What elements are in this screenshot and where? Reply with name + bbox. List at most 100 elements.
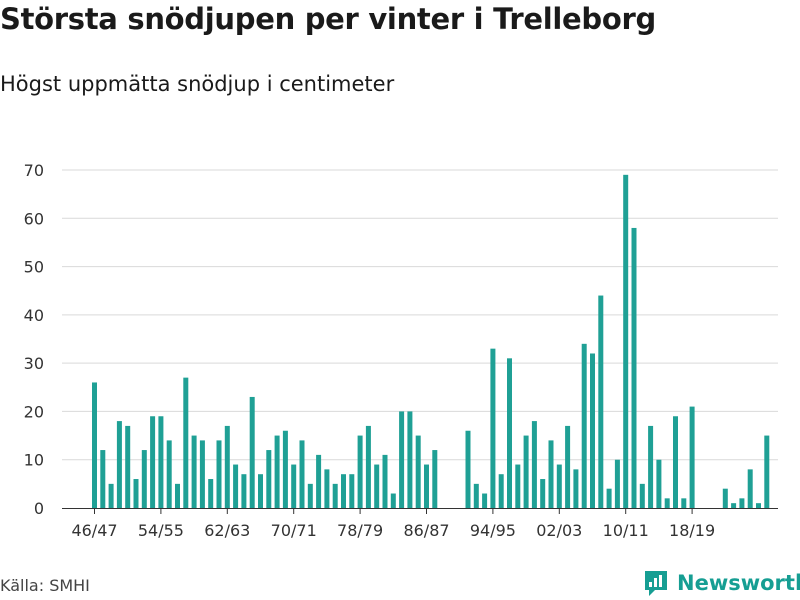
bar	[307, 483, 313, 508]
bar	[548, 440, 554, 508]
bar	[150, 416, 156, 508]
bar	[166, 440, 172, 508]
bar	[731, 503, 737, 508]
bar	[407, 411, 413, 508]
y-tick-label: 20	[24, 402, 44, 421]
bar	[756, 503, 761, 508]
bar	[598, 295, 604, 508]
bar	[175, 483, 180, 508]
bar	[258, 474, 263, 508]
bar	[465, 430, 471, 508]
bar	[382, 454, 388, 508]
bar	[515, 464, 521, 508]
bar	[573, 469, 579, 508]
y-tick-label: 60	[24, 209, 44, 228]
bar	[531, 421, 537, 508]
bar	[523, 435, 529, 508]
bar	[341, 474, 346, 508]
newsworthy-icon	[645, 571, 667, 596]
bar	[490, 348, 496, 508]
bar	[108, 483, 114, 508]
bar	[623, 174, 629, 509]
y-tick-label: 30	[24, 354, 44, 373]
bar	[590, 353, 595, 508]
bar	[556, 464, 562, 508]
bar	[158, 416, 164, 508]
bar	[332, 483, 338, 508]
bar	[673, 416, 678, 508]
bar	[415, 435, 421, 508]
bar	[324, 469, 330, 508]
x-tick-label: 70/71	[271, 521, 317, 540]
bar	[291, 464, 297, 508]
bar	[507, 358, 512, 508]
bar	[764, 435, 770, 508]
bar	[432, 450, 438, 508]
brand-name: Newsworthy	[677, 571, 800, 595]
bar	[233, 464, 239, 508]
bar	[357, 435, 363, 508]
bar	[116, 421, 122, 508]
bar	[92, 382, 97, 508]
y-tick-label: 40	[24, 306, 44, 325]
bar	[648, 425, 654, 508]
bar	[299, 440, 305, 508]
bar	[133, 479, 139, 508]
bar	[739, 498, 745, 508]
x-tick-label: 18/19	[669, 521, 715, 540]
bar-chart: 0 10 20 30 40 50 60 70 46/47 54/55 62/63 70/71 78/79…	[24, 161, 778, 540]
bar	[191, 435, 197, 508]
x-tick-label: 02/03	[536, 521, 582, 540]
x-tick-label: 78/79	[337, 521, 383, 540]
bar	[216, 440, 222, 508]
bar	[399, 411, 405, 508]
bar	[639, 483, 645, 508]
bar	[349, 474, 355, 508]
bar	[664, 498, 670, 508]
bar	[249, 396, 255, 508]
bar	[316, 454, 322, 508]
bar	[681, 498, 687, 508]
bar	[747, 469, 753, 508]
bar	[199, 440, 205, 508]
bar	[125, 425, 131, 508]
bar	[365, 425, 371, 508]
bar	[208, 479, 214, 508]
x-tick-label: 54/55	[138, 521, 184, 540]
y-tick-label: 70	[24, 161, 44, 180]
bar	[390, 493, 396, 508]
bar	[282, 430, 288, 508]
bar	[631, 227, 637, 508]
bar	[241, 474, 247, 508]
bar	[614, 459, 620, 508]
bar	[498, 474, 504, 508]
x-tick-label: 86/87	[403, 521, 449, 540]
chart-title: Största snödjupen per vinter i Trellebor…	[0, 2, 656, 36]
bar	[374, 464, 380, 508]
y-tick-label: 10	[24, 451, 44, 470]
bar	[266, 450, 272, 508]
x-tick-label: 46/47	[71, 521, 117, 540]
x-tick-label: 94/95	[470, 521, 516, 540]
bar	[473, 483, 479, 508]
bar	[183, 377, 189, 508]
bar	[482, 493, 488, 508]
bar	[540, 479, 546, 508]
bar	[100, 450, 106, 508]
source-note: Källa: SMHI	[0, 576, 90, 595]
brand-logo: Newsworthy	[643, 569, 800, 597]
chart-subtitle: Högst uppmätta snödjup i centimeter	[0, 72, 395, 96]
x-tick-label: 62/63	[204, 521, 250, 540]
bar	[565, 425, 571, 508]
x-tick-label: 10/11	[603, 521, 649, 540]
y-tick-label: 0	[34, 499, 44, 518]
y-tick-label: 50	[24, 258, 44, 277]
bar	[224, 425, 230, 508]
bar	[581, 343, 587, 508]
bar	[689, 406, 695, 508]
bar	[141, 450, 147, 508]
bar	[722, 488, 728, 508]
bar	[424, 464, 429, 508]
bar	[274, 435, 280, 508]
bar	[656, 459, 662, 508]
